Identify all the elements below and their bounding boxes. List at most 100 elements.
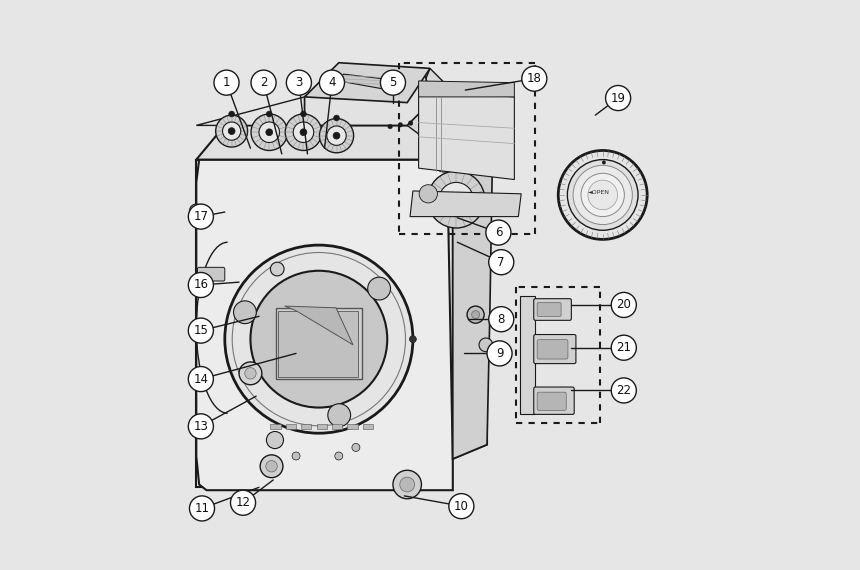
Text: 8: 8 (498, 313, 505, 325)
Bar (316, 424, 327, 429)
Polygon shape (419, 81, 514, 97)
Text: 4: 4 (329, 76, 335, 89)
Circle shape (488, 307, 513, 332)
Circle shape (487, 341, 512, 366)
Text: 18: 18 (527, 72, 542, 85)
Polygon shape (196, 97, 304, 125)
Circle shape (228, 128, 235, 135)
Text: 13: 13 (194, 420, 208, 433)
Circle shape (301, 111, 306, 117)
Polygon shape (196, 125, 487, 160)
Circle shape (251, 114, 287, 150)
Text: 11: 11 (194, 502, 210, 515)
Polygon shape (304, 68, 430, 125)
Bar (332, 424, 342, 429)
Text: 19: 19 (611, 92, 625, 104)
Circle shape (450, 114, 454, 119)
Circle shape (188, 272, 213, 298)
FancyBboxPatch shape (538, 303, 561, 316)
Circle shape (433, 147, 458, 172)
Circle shape (588, 180, 617, 210)
Circle shape (335, 452, 343, 460)
Circle shape (188, 367, 213, 392)
Text: 9: 9 (495, 347, 503, 360)
Circle shape (319, 70, 345, 95)
FancyBboxPatch shape (198, 267, 224, 281)
Text: 16: 16 (194, 279, 208, 291)
FancyBboxPatch shape (534, 387, 574, 414)
Bar (363, 424, 373, 429)
Circle shape (573, 165, 632, 225)
Circle shape (471, 311, 480, 319)
Text: ◄OPEN: ◄OPEN (588, 190, 611, 195)
Circle shape (334, 115, 340, 121)
Text: 5: 5 (390, 76, 396, 89)
Circle shape (605, 86, 630, 111)
Text: 14: 14 (194, 373, 208, 385)
Bar (347, 424, 358, 429)
Circle shape (398, 123, 402, 127)
Circle shape (250, 271, 387, 408)
Circle shape (388, 124, 392, 129)
Polygon shape (339, 74, 402, 91)
Circle shape (409, 336, 416, 343)
Circle shape (439, 182, 473, 217)
Circle shape (300, 129, 307, 136)
Polygon shape (453, 125, 493, 459)
Circle shape (266, 129, 273, 136)
Polygon shape (410, 191, 521, 217)
Text: 15: 15 (194, 324, 208, 337)
Circle shape (286, 114, 322, 150)
Circle shape (429, 117, 433, 122)
Polygon shape (453, 160, 487, 459)
Circle shape (229, 111, 235, 117)
Polygon shape (278, 311, 358, 377)
Circle shape (267, 431, 284, 449)
Polygon shape (407, 68, 487, 160)
Circle shape (293, 122, 314, 142)
Circle shape (189, 204, 203, 218)
Circle shape (259, 122, 280, 142)
Text: 3: 3 (295, 76, 303, 89)
FancyBboxPatch shape (538, 392, 566, 410)
Circle shape (488, 250, 513, 275)
Circle shape (319, 119, 353, 153)
Text: 20: 20 (617, 299, 631, 311)
Circle shape (189, 496, 214, 521)
Circle shape (292, 452, 300, 460)
Circle shape (419, 119, 423, 124)
Text: 7: 7 (497, 256, 505, 268)
Circle shape (286, 70, 311, 95)
Circle shape (470, 111, 475, 115)
Circle shape (459, 112, 464, 117)
Circle shape (352, 443, 359, 451)
Circle shape (558, 150, 648, 239)
Polygon shape (196, 160, 453, 490)
Circle shape (245, 368, 256, 379)
Circle shape (611, 335, 636, 360)
Circle shape (188, 414, 213, 439)
Circle shape (400, 477, 415, 492)
Circle shape (224, 245, 413, 433)
Polygon shape (196, 160, 447, 487)
Circle shape (327, 126, 347, 145)
Text: 17: 17 (194, 210, 208, 223)
Circle shape (408, 121, 413, 125)
Text: 22: 22 (617, 384, 631, 397)
Circle shape (239, 362, 261, 385)
FancyBboxPatch shape (538, 340, 568, 359)
Text: 10: 10 (454, 500, 469, 512)
Circle shape (453, 196, 459, 203)
Circle shape (449, 494, 474, 519)
Bar (286, 424, 296, 429)
Circle shape (216, 115, 248, 147)
Circle shape (479, 338, 493, 352)
Bar (270, 424, 280, 429)
Circle shape (419, 185, 438, 203)
FancyBboxPatch shape (534, 335, 576, 364)
Circle shape (522, 66, 547, 91)
Text: 21: 21 (617, 341, 631, 354)
Bar (276, 308, 361, 379)
Circle shape (267, 111, 272, 117)
Circle shape (266, 461, 277, 472)
